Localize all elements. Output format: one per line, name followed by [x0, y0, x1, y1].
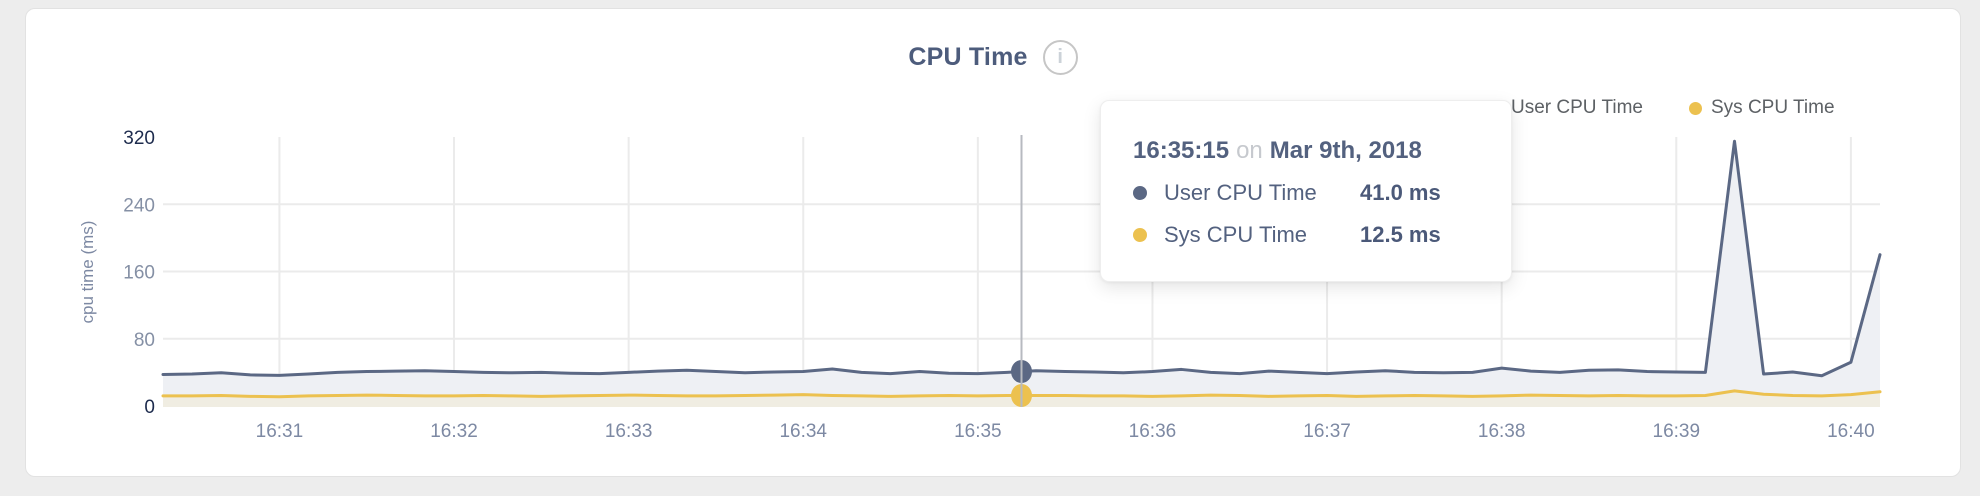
x-axis-label: 16:31: [256, 421, 304, 442]
tooltip-date: Mar 9th, 2018: [1269, 137, 1422, 164]
info-icon[interactable]: i: [1042, 40, 1078, 75]
y-axis-label: 160: [123, 263, 155, 284]
x-axis-label: 16:38: [1478, 421, 1526, 442]
x-axis-label: 16:40: [1827, 421, 1875, 442]
x-axis-label: 16:36: [1129, 421, 1177, 442]
x-axis-label: 16:33: [605, 421, 653, 442]
y-axis-title: cpu time (ms): [78, 220, 97, 324]
tooltip-row-user: User CPU Time 41.0 ms: [1133, 179, 1485, 207]
y-axis-label: 0: [144, 397, 155, 418]
tooltip-header: 16:35:15 on Mar 9th, 2018: [1133, 137, 1485, 165]
x-axis-label: 16:34: [779, 421, 827, 442]
tooltip-connector: on: [1236, 137, 1263, 164]
x-axis-label: 16:37: [1303, 421, 1351, 442]
y-axis-label: 240: [123, 195, 155, 216]
legend-label-user: User CPU Time: [1511, 97, 1643, 118]
chart-header: CPU Time i: [25, 40, 1961, 75]
x-axis-label: 16:35: [954, 421, 1002, 442]
legend-item-sys-cpu[interactable]: Sys CPU Time: [1689, 97, 1835, 119]
tooltip-value-user: 41.0 ms: [1360, 180, 1441, 205]
y-axis-label: 80: [134, 330, 155, 351]
series-area: [163, 141, 1880, 407]
tooltip-dot-sys: [1133, 228, 1147, 242]
tooltip-value-sys: 12.5 ms: [1360, 222, 1441, 247]
tooltip-row-sys: Sys CPU Time 12.5 ms: [1133, 221, 1485, 249]
tooltip-dot-user: [1133, 186, 1147, 200]
legend-dot-sys: [1689, 101, 1702, 115]
legend-label-sys: Sys CPU Time: [1711, 97, 1835, 118]
legend-item-user-cpu[interactable]: User CPU Time: [1489, 97, 1643, 119]
x-axis-label: 16:32: [430, 421, 478, 442]
tooltip-label-user: User CPU Time: [1164, 180, 1317, 205]
y-axis-label: 320: [123, 128, 155, 149]
chart-tooltip: 16:35:15 on Mar 9th, 2018 User CPU Time 41…: [1100, 100, 1512, 282]
tooltip-label-sys: Sys CPU Time: [1164, 222, 1308, 247]
tooltip-time: 16:35:15: [1133, 137, 1230, 164]
x-axis-label: 16:39: [1653, 421, 1701, 442]
chart-title: CPU Time: [908, 43, 1028, 71]
